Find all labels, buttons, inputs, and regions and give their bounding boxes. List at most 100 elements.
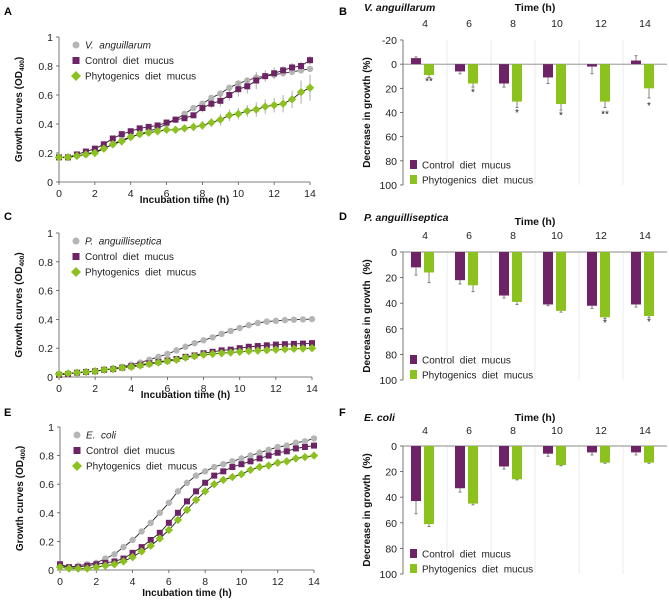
data-point-pathogen [254, 319, 261, 327]
bar-control [631, 446, 641, 453]
legend-marker-phytogenics [410, 564, 417, 573]
bar-phytogenics [644, 252, 654, 316]
data-point-pathogen [138, 528, 145, 535]
data-point-control [262, 73, 269, 80]
y-tick-label: 0 [391, 247, 397, 259]
data-point-pathogen [256, 449, 263, 456]
data-point-control [165, 519, 172, 526]
data-point-phytogenics [101, 561, 110, 570]
x-tick-label: 14 [306, 383, 318, 395]
data-point-phytogenics [278, 99, 288, 108]
series-pathogen [56, 435, 318, 571]
panel-letter-d: D [339, 211, 347, 223]
data-point-control [292, 445, 299, 452]
legend-label-control: Control diet mucus [85, 56, 174, 67]
data-point-control [211, 472, 218, 479]
bar-phytogenics [424, 64, 434, 76]
data-point-pathogen [274, 443, 281, 451]
data-point-control [147, 536, 154, 543]
y-tick-label: 0 [47, 177, 53, 189]
panel-d-decrease-bars: P. anguilliseptica Time (h) 0 20 40 60 80 100 De… [362, 212, 667, 387]
data-point-phytogenics [81, 150, 91, 159]
x-tick-label: 6 [165, 383, 171, 395]
data-point-control [163, 119, 170, 126]
y-axis-label-main: Growth curves (OD [14, 267, 25, 358]
data-point-phytogenics [72, 368, 82, 377]
data-point-phytogenics [119, 557, 128, 566]
data-point-pathogen [236, 324, 243, 332]
bar-control [455, 252, 465, 281]
y-tick-label: 0.4 [38, 314, 53, 326]
data-point-phytogenics [253, 346, 262, 355]
data-point-control [245, 343, 252, 350]
bar-control [411, 446, 421, 502]
category-label: 14 [639, 230, 651, 242]
x-tick-label: 10 [232, 188, 244, 200]
data-point-pathogen [272, 317, 280, 325]
data-point-phytogenics [171, 125, 180, 134]
data-point-pathogen [200, 337, 207, 344]
bar-phytogenics [512, 64, 522, 102]
series-phytogenics [54, 74, 315, 162]
category-label: 8 [510, 425, 516, 437]
significance-marker: * [515, 108, 519, 119]
data-point-phytogenics [237, 469, 246, 479]
legend-marker-phytogenics [71, 71, 81, 81]
data-point-pathogen [299, 316, 307, 323]
data-point-control [136, 125, 143, 132]
panel-subtitle: V. anguillarum [364, 2, 435, 14]
data-point-pathogen [229, 458, 236, 465]
data-point-phytogenics [271, 345, 281, 354]
y-axis-label: Decrease in growth (%) [362, 453, 373, 566]
panel-subtitle: P. anguilliseptica [364, 212, 449, 224]
data-point-phytogenics [126, 132, 135, 142]
data-point-control [238, 461, 245, 468]
x-tick-label: 0 [57, 576, 63, 588]
data-point-pathogen [310, 435, 318, 442]
y-axis-label-subscript: 400 [20, 449, 27, 460]
data-point-pathogen [182, 343, 189, 350]
data-point-pathogen [129, 536, 136, 544]
category-label: 14 [639, 425, 651, 437]
data-point-phytogenics [225, 111, 234, 120]
data-point-control [289, 64, 296, 71]
data-point-phytogenics [173, 515, 183, 525]
data-point-pathogen [218, 330, 225, 337]
bar-control [587, 252, 597, 306]
data-point-phytogenics [246, 465, 255, 475]
data-point-control [247, 458, 254, 465]
data-point-control [184, 498, 190, 505]
data-point-phytogenics [234, 109, 243, 119]
data-point-phytogenics [117, 137, 126, 146]
data-point-phytogenics [55, 562, 65, 572]
legend-label-pathogen: E. coli [86, 431, 117, 442]
data-point-phytogenics [300, 452, 310, 462]
legend-label-pathogen: P. anguilliseptica [85, 237, 162, 248]
significance-marker: ** [601, 109, 609, 120]
bar-phytogenics [556, 252, 566, 311]
data-point-pathogen [263, 318, 271, 325]
y-tick-label: -20 [382, 35, 397, 47]
legend-marker-pathogen [72, 237, 80, 245]
y-tick-label: 0.2 [38, 148, 53, 160]
data-point-phytogenics [244, 346, 253, 356]
legend-marker-control [72, 253, 80, 260]
data-point-control [253, 77, 260, 84]
data-point-pathogen [247, 452, 254, 459]
bar-phytogenics [644, 446, 654, 463]
x-tick-label: 0 [56, 188, 62, 200]
data-point-control [290, 340, 297, 347]
data-point-phytogenics [136, 361, 145, 370]
legend-label-pathogen: V. anguillarum [85, 41, 151, 52]
data-point-phytogenics [172, 355, 181, 364]
data-point-control [256, 455, 263, 462]
data-point-phytogenics [200, 487, 210, 496]
x-tick-label: 8 [201, 383, 207, 395]
y-tick-label: 60 [385, 324, 397, 336]
data-point-pathogen [308, 315, 316, 323]
series-phytogenics [54, 344, 317, 379]
data-point-control [109, 135, 116, 142]
legend-label-phytogenics: Phytogenics diet mucus [422, 371, 533, 382]
x-tick-label: 4 [130, 576, 136, 588]
